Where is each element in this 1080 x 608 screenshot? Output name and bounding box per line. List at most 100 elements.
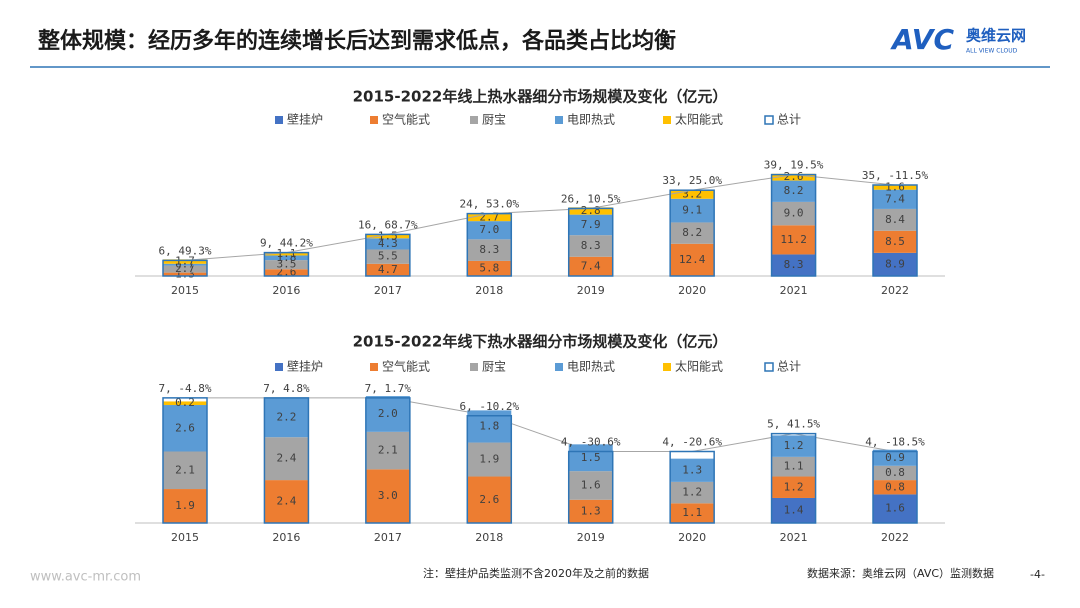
total-label: 26, 10.5% — [561, 192, 621, 205]
segment-label: 8.9 — [885, 257, 905, 270]
legend-swatch — [663, 116, 671, 124]
chart-title: 2015-2022年线上热水器细分市场规模及变化（亿元） — [353, 88, 728, 106]
bar-segment — [873, 465, 918, 481]
legend-swatch — [275, 363, 283, 371]
segment-label: 1.1 — [276, 247, 296, 260]
total-label: 33, 25.0% — [662, 174, 722, 187]
total-label: 35, -11.5% — [862, 169, 929, 182]
bar-segment — [163, 259, 207, 264]
legend-swatch — [275, 116, 283, 124]
segment-label: 1.6 — [885, 181, 905, 194]
segment-label: 2.0 — [378, 407, 398, 420]
bar-segment — [873, 208, 918, 231]
footer-note: 注：壁挂炉品类监测不含2020年及之前的数据 — [423, 566, 649, 580]
x-tick-label: 2019 — [577, 284, 605, 297]
segment-label: 2.4 — [276, 495, 296, 508]
x-tick-label: 2020 — [678, 284, 706, 297]
segment-label: 9.1 — [682, 204, 702, 217]
segment-label: 7.9 — [581, 218, 601, 231]
total-bar — [669, 189, 715, 277]
segment-label: 1.5 — [378, 229, 398, 242]
segment-label: 1.8 — [479, 419, 499, 432]
segment-label: 9.0 — [784, 207, 804, 220]
segment-label: 2.6 — [479, 493, 499, 506]
segment-label: 1.5 — [581, 451, 601, 464]
legend-swatch — [470, 116, 478, 124]
bar-segment — [771, 180, 816, 202]
total-label: 4, -18.5% — [865, 436, 925, 449]
legend-label: 厨宝 — [482, 360, 506, 374]
chart-title: 2015-2022年线下热水器细分市场规模及变化（亿元） — [353, 333, 728, 351]
segment-label: 1.9 — [175, 499, 195, 512]
bar-segment — [670, 190, 715, 199]
total-bar — [162, 397, 208, 524]
segment-label: 2.4 — [276, 452, 296, 465]
total-bar — [365, 397, 411, 524]
total-bar — [872, 184, 918, 277]
bar-segment — [771, 476, 816, 498]
bar-segment — [670, 481, 715, 504]
bar-segment — [771, 201, 816, 226]
bar-segment — [467, 239, 512, 261]
segment-label: 2.6 — [175, 421, 195, 434]
bar-segment — [873, 230, 918, 253]
bar-segment — [264, 255, 309, 261]
x-tick-label: 2016 — [272, 284, 300, 297]
total-label: 9, 44.2% — [260, 237, 313, 250]
total-bar — [263, 251, 310, 277]
bar-segment — [873, 449, 918, 466]
bar-segment — [467, 476, 512, 523]
bar-segment — [163, 263, 207, 266]
bar-segment — [467, 442, 512, 477]
legend-label: 总计 — [777, 360, 801, 374]
x-tick-label: 2019 — [577, 531, 605, 544]
segment-label: 1.2 — [682, 486, 702, 499]
segment-label: 8.3 — [784, 258, 804, 271]
x-tick-label: 2015 — [171, 284, 199, 297]
segment-label: 0.9 — [885, 451, 905, 464]
segment-label: 1.1 — [784, 460, 804, 473]
bar-segment — [873, 494, 918, 523]
segment-label: 8.3 — [581, 239, 601, 252]
total-label: 39, 19.5% — [764, 159, 824, 172]
segment-label: 8.5 — [885, 235, 905, 248]
bar-segment — [771, 254, 816, 276]
legend-label: 空气能式 — [382, 359, 430, 374]
bar-segment — [264, 437, 309, 481]
bar-segment — [771, 173, 816, 181]
segment-label: 2.8 — [581, 204, 601, 217]
x-tick-label: 2022 — [881, 284, 909, 297]
legend-label: 壁挂炉 — [287, 359, 323, 374]
bar-segment — [568, 499, 613, 523]
bar-segment — [264, 269, 309, 276]
segment-label: 4.7 — [378, 263, 398, 276]
bar-segment — [264, 480, 309, 523]
segment-label: 1.2 — [784, 480, 804, 493]
segment-label: 5.8 — [479, 261, 499, 274]
bar-segment — [467, 221, 512, 240]
legend-label: 壁挂炉 — [287, 112, 323, 127]
legend-label: 太阳能式 — [675, 359, 723, 374]
total-bar — [567, 207, 614, 277]
total-label: 7, 4.8% — [263, 382, 310, 395]
bar-segment — [568, 207, 613, 215]
segment-label: 1.6 — [885, 502, 905, 515]
total-label: 6, -10.2% — [459, 400, 519, 413]
legend-swatch — [555, 116, 563, 124]
segment-label: 5.5 — [378, 250, 398, 263]
bar-segment — [264, 252, 309, 256]
legend-swatch — [555, 363, 563, 371]
segment-label: 2.2 — [276, 411, 296, 424]
bar-segment — [568, 235, 613, 257]
bar-segment — [163, 451, 207, 490]
legend-label: 厨宝 — [482, 113, 506, 127]
bar-segment — [365, 238, 410, 250]
footer-site: www.avc-mr.com — [30, 570, 141, 585]
segment-label: 2.1 — [378, 444, 398, 457]
segment-label: 1.6 — [581, 478, 601, 491]
bar-segment — [670, 458, 715, 482]
legend-swatch — [470, 363, 478, 371]
segment-label: 8.2 — [682, 226, 702, 239]
bar-segment — [568, 214, 613, 236]
legend-swatch — [370, 363, 378, 371]
